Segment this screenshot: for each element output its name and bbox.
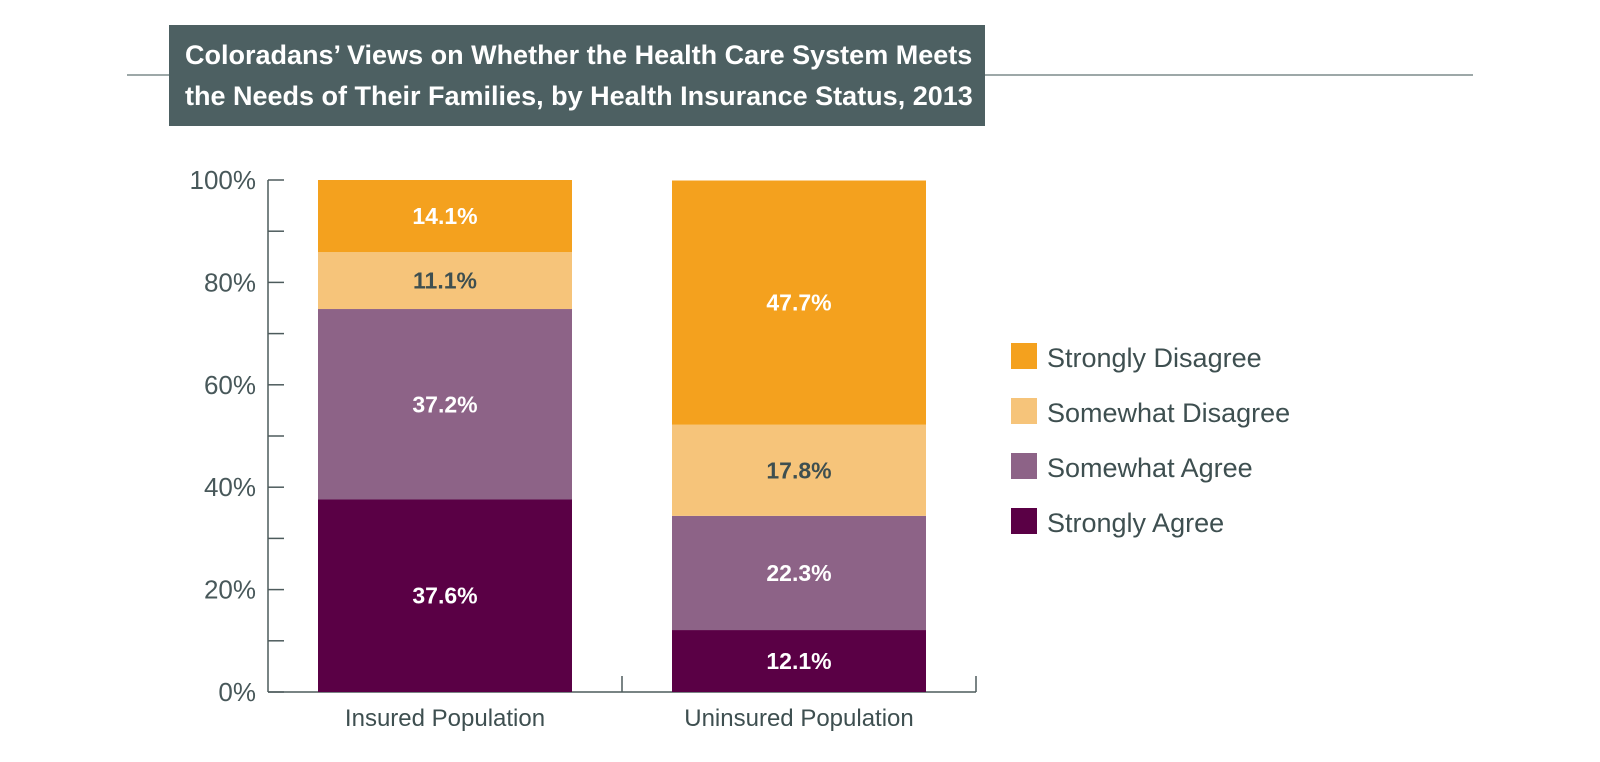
- title-box: [169, 25, 985, 126]
- data-label: 22.3%: [766, 560, 831, 586]
- legend: Strongly Disagree Somewhat Disagree Somewh…: [1011, 343, 1290, 538]
- data-label: 11.1%: [413, 268, 477, 294]
- chart-title-line-2: the Needs of Their Families, by Health I…: [185, 81, 973, 111]
- legend-label-strongly-agree: Strongly Agree: [1047, 508, 1224, 538]
- data-label: 37.6%: [412, 583, 477, 609]
- data-label: 12.1%: [766, 648, 831, 674]
- y-tick-label: 80%: [204, 267, 256, 297]
- bar-segment-strongly-agree: [672, 630, 926, 692]
- chart-title-line-1: Coloradans’ Views on Whether the Health …: [185, 40, 972, 70]
- legend-swatch-somewhat-agree: [1011, 453, 1037, 479]
- bar-labels: 37.6% 37.2% 11.1% 14.1% 12.1% 22.3% 17.8% 47.7%: [412, 203, 831, 674]
- data-label: 17.8%: [766, 457, 831, 483]
- y-tick-label: 60%: [204, 370, 256, 400]
- data-label: 37.2%: [412, 391, 477, 417]
- legend-label-somewhat-disagree: Somewhat Disagree: [1047, 398, 1290, 428]
- legend-label-strongly-disagree: Strongly Disagree: [1047, 343, 1262, 373]
- legend-label-somewhat-agree: Somewhat Agree: [1047, 453, 1253, 483]
- y-tick-label: 40%: [204, 472, 256, 502]
- legend-swatch-somewhat-disagree: [1011, 398, 1037, 424]
- bar-segment-strongly-agree: [318, 499, 572, 692]
- legend-swatch-strongly-disagree: [1011, 343, 1037, 369]
- y-tick-label: 100%: [190, 165, 257, 195]
- x-category-label: Uninsured Population: [684, 705, 914, 732]
- bar-segment-strongly-disagree: [672, 180, 926, 425]
- y-tick-label: 0%: [218, 677, 256, 707]
- x-category-label: Insured Population: [345, 705, 545, 732]
- bar-segment-somewhat-agree: [672, 515, 926, 631]
- legend-swatch-strongly-agree: [1011, 508, 1037, 534]
- bar-segment-somewhat-disagree: [318, 252, 572, 310]
- data-label: 47.7%: [766, 290, 831, 316]
- y-tick-label: 20%: [204, 575, 256, 605]
- bar-segment-strongly-disagree: [318, 180, 572, 253]
- bar-segment-somewhat-disagree: [672, 424, 926, 516]
- data-label: 14.1%: [412, 203, 477, 229]
- bar-segment-somewhat-agree: [318, 309, 572, 500]
- bars: [318, 180, 926, 692]
